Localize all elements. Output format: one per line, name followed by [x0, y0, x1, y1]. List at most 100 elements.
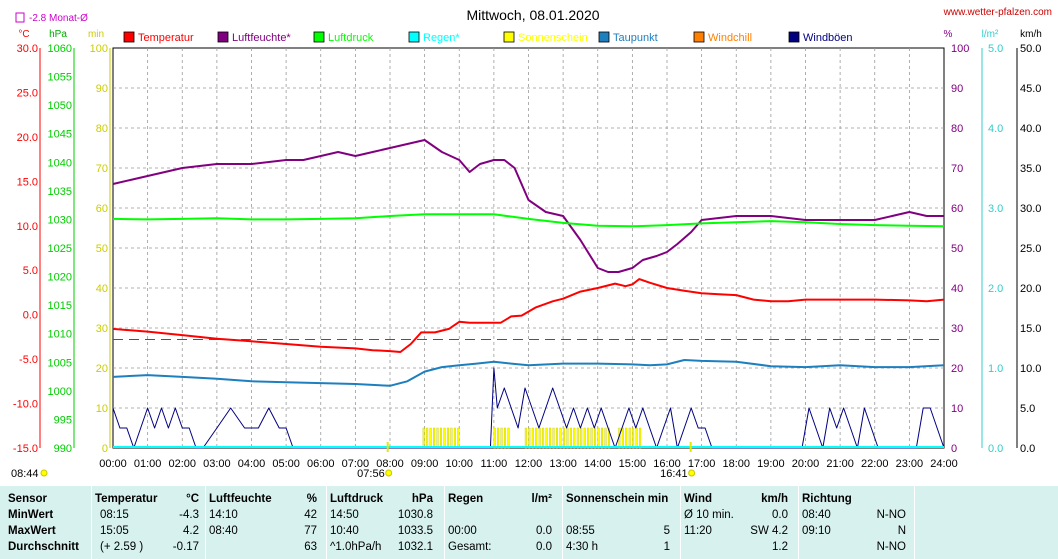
- sunshine-bar: [580, 427, 583, 449]
- table-cell: 42: [304, 509, 317, 521]
- sunshine-bar: [440, 427, 443, 449]
- sunshine-tick: 30: [96, 323, 108, 335]
- x-tick-label: 11:00: [481, 458, 508, 470]
- legend-swatch: [313, 31, 325, 43]
- sunshine-tick: 20: [96, 363, 108, 375]
- sunset-dot: [688, 469, 696, 477]
- x-tick-label: 21:00: [826, 458, 854, 470]
- x-tick-label: 14:00: [584, 458, 612, 470]
- wind-unit: km/h: [1020, 29, 1042, 40]
- table-cell: SW 4.2: [750, 525, 788, 537]
- rain-tick: 4.0: [988, 123, 1003, 135]
- x-tick-label: 02:00: [168, 458, 196, 470]
- table-cell: N: [897, 525, 906, 537]
- sunshine-bar: [443, 427, 446, 449]
- pressure-tick: 995: [54, 414, 72, 426]
- legend-swatch: [217, 31, 229, 43]
- table-cell: Gesamt:: [448, 541, 492, 553]
- sunshine-tick: 70: [96, 163, 108, 175]
- sunshine-bar: [559, 427, 562, 449]
- table-cell: 1: [663, 541, 670, 553]
- table-cell: 0.0: [536, 525, 552, 537]
- sunshine-bar: [450, 427, 453, 449]
- x-tick-label: 18:00: [722, 458, 750, 470]
- pressure-tick: 990: [54, 443, 72, 455]
- humidity-tick: 100: [951, 43, 969, 55]
- table-cell: 1032.1: [397, 541, 433, 553]
- sunshine-bar: [500, 427, 503, 449]
- x-tick-label: 17:00: [688, 458, 716, 470]
- temp-tick: -10.0: [13, 399, 38, 411]
- table-cell: Regen: [448, 493, 484, 505]
- stats-table: Sensor Temperatur °C Luftfeuchte% Luftdruck h…: [0, 486, 1058, 559]
- table-cell: 08:40: [209, 525, 238, 537]
- x-tick-label: 08:00: [376, 458, 404, 470]
- x-tick-label: 01:00: [134, 458, 162, 470]
- x-tick-label: 20:00: [792, 458, 820, 470]
- now-label: 08:44: [11, 468, 39, 480]
- sunshine-bar: [422, 427, 425, 449]
- rain-tick: 5.0: [988, 43, 1003, 55]
- x-tick-label: 00:00: [99, 458, 127, 470]
- rain-tick: 3.0: [988, 203, 1003, 215]
- site-link[interactable]: www.wetter-pfalzen.com: [943, 7, 1052, 18]
- sunshine-bar: [594, 427, 597, 449]
- wind-tick: 30.0: [1020, 203, 1041, 215]
- table-cell: 0.0: [772, 509, 788, 521]
- table-cell: 63: [304, 541, 317, 553]
- temp-unit: °C: [18, 29, 29, 40]
- sunrise-label: 07:56: [357, 468, 385, 480]
- legend-swatch: [123, 31, 135, 43]
- sunshine-bar: [446, 427, 449, 449]
- sunshine-bar: [504, 427, 507, 449]
- table-divider: [205, 486, 206, 559]
- pressure-tick: 1010: [48, 329, 72, 341]
- axes: 30.0 25.0 20.0 15.0 10.0 5.0 0.0 -5.0 -10.0 -15.0…: [13, 43, 1042, 455]
- table-cell: l/m²: [531, 493, 552, 505]
- sunshine-bar: [587, 427, 590, 449]
- table-cell: 4:30 h: [566, 541, 598, 553]
- x-tick-label: 15:00: [619, 458, 647, 470]
- table-cell: 77: [304, 525, 317, 537]
- x-tick-label: 19:00: [757, 458, 785, 470]
- sunshine-tick: 0: [102, 443, 108, 455]
- rain-tick: 1.0: [988, 363, 1003, 375]
- sunshine-bar: [621, 427, 624, 449]
- sunshine-tick: 60: [96, 203, 108, 215]
- table-cell: N-NO: [876, 541, 906, 553]
- table-divider: [444, 486, 445, 559]
- table-cell: -4.3: [179, 509, 199, 521]
- legend-label: Windchill: [708, 32, 752, 44]
- sunshine-bars: [422, 427, 642, 449]
- wind-tick: 45.0: [1020, 83, 1041, 95]
- table-divider: [562, 486, 563, 559]
- legend-label: Temperatur: [138, 32, 194, 44]
- sunshine-bar: [576, 427, 579, 449]
- table-cell: %: [306, 493, 317, 505]
- pressure-tick: 1030: [48, 214, 72, 226]
- sunshine-bar: [457, 427, 460, 449]
- sunshine-bar: [632, 427, 635, 449]
- table-row-label: MaxWert: [8, 525, 56, 537]
- temp-tick: 25.0: [17, 87, 38, 99]
- rain-tick: 2.0: [988, 283, 1003, 295]
- pressure-tick: 1055: [48, 72, 72, 84]
- wind-tick: 40.0: [1020, 123, 1041, 135]
- legend-swatch: [503, 31, 515, 43]
- table-cell: 0.0: [536, 541, 552, 553]
- sunshine-tick: 90: [96, 83, 108, 95]
- series-line: [112, 359, 945, 387]
- table-cell: 00:00: [448, 525, 477, 537]
- table-cell: Temperatur: [95, 493, 158, 505]
- x-tick-label: 07:00: [342, 458, 370, 470]
- temp-tick: 0.0: [23, 310, 38, 322]
- table-cell: 11:20: [684, 525, 712, 537]
- sunshine-bar: [538, 427, 541, 449]
- rain-unit: l/m²: [982, 29, 999, 40]
- table-cell: 1033.5: [397, 525, 433, 537]
- table-cell: 14:10: [209, 509, 238, 521]
- sunrise-dot: [385, 469, 393, 477]
- sunshine-bar: [597, 427, 600, 449]
- humidity-tick: 60: [951, 203, 963, 215]
